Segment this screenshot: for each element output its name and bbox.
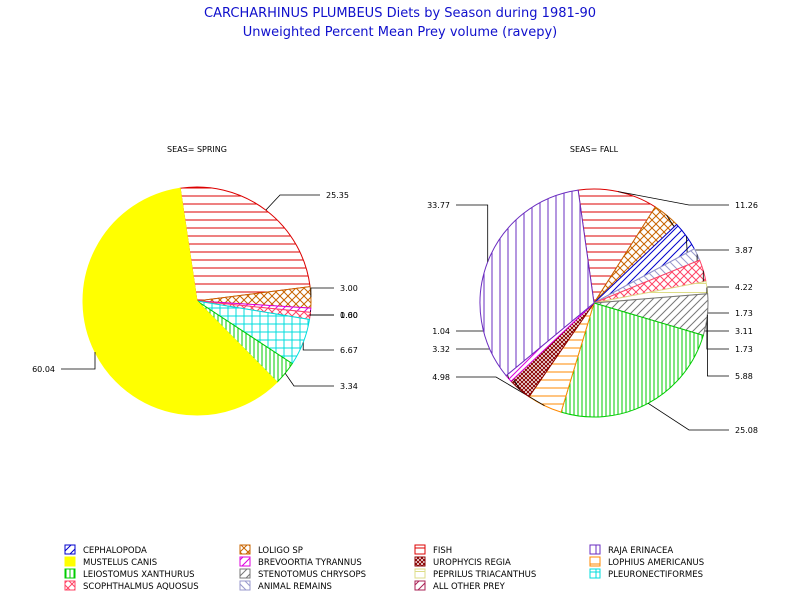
slice-value-label: 1.04 — [432, 327, 450, 336]
leader-line — [456, 204, 489, 262]
pie-title: SEAS= FALL — [570, 145, 619, 154]
legend-label: STENOTOMUS CHRYSOPS — [258, 570, 366, 580]
legend-item-leiostomus-xanthurus: LEIOSTOMUS XANTHURUS — [64, 568, 195, 580]
slice-value-label: 5.88 — [735, 372, 753, 381]
legend-label: LEIOSTOMUS XANTHURUS — [83, 570, 195, 580]
pie-chart-seas-fall: SEAS= FALL 11.26 3.87 4.22 1.73 3.11 1.73 5.88 2… — [427, 145, 758, 435]
slice-value-label: 25.35 — [326, 191, 349, 200]
pie-slice-mustelus-canis — [82, 187, 278, 416]
slice-value-label: 6.67 — [340, 346, 358, 355]
legend-label: BREVOORTIA TYRANNUS — [258, 558, 362, 568]
legend-swatch — [64, 580, 76, 591]
leader-line — [310, 310, 334, 316]
legend-item-mustelus-canis: MUSTELUS CANIS — [64, 556, 157, 568]
legend-label: LOLIGO SP — [258, 546, 303, 556]
slice-value-label: 4.22 — [735, 283, 753, 292]
legend-item-pleuronectiformes: PLEURONECTIFORMES — [589, 568, 703, 580]
slice-value-label: 4.98 — [432, 373, 450, 382]
legend-swatch — [414, 556, 426, 567]
leader-line — [310, 287, 334, 298]
legend-swatch — [64, 556, 76, 567]
pie-title: SEAS= SPRING — [167, 145, 227, 154]
legend-label: RAJA ERINACEA — [608, 546, 673, 556]
legend-item-cephalopoda: CEPHALOPODA — [64, 544, 147, 556]
leader-line — [284, 373, 334, 387]
legend-swatch — [239, 544, 251, 555]
legend-item-all-other-prey: ALL OTHER PREY — [414, 580, 506, 592]
legend-label: FISH — [433, 546, 452, 556]
pie-charts: SEAS= SPRING 25.35 3.00 0.601.00 6.67 3.34 60.… — [32, 145, 758, 435]
leader-line — [302, 342, 334, 351]
legend-swatch — [589, 568, 601, 579]
legend-swatch — [414, 580, 426, 591]
legend-swatch — [589, 556, 601, 567]
slice-value-label: 1.00 — [340, 311, 358, 320]
leader-line — [309, 314, 334, 316]
legend-label: UROPHYCIS REGIA — [433, 558, 511, 568]
leader-line — [61, 352, 96, 370]
legend-item-urophycis-regia: UROPHYCIS REGIA — [414, 556, 511, 568]
slice-value-label: 3.00 — [340, 284, 358, 293]
pie-slice-fish — [179, 186, 311, 302]
legend-label: PEPRILUS TRIACANTHUS — [433, 570, 536, 580]
legend-item-brevoortia-tyrannus: BREVOORTIA TYRANNUS — [239, 556, 362, 568]
legend-item-animal-remains: ANIMAL REMAINS — [239, 580, 332, 592]
legend-swatch — [239, 556, 251, 567]
leader-line — [706, 287, 729, 350]
slice-value-label: 25.08 — [735, 426, 758, 435]
leader-line — [618, 191, 729, 206]
legend-label: ALL OTHER PREY — [433, 582, 506, 592]
slice-value-label: 3.32 — [432, 345, 450, 354]
leader-line — [647, 402, 729, 431]
slice-value-label: 3.34 — [340, 382, 358, 391]
leader-line — [707, 314, 729, 377]
legend-swatch — [64, 568, 76, 579]
slice-value-label: 3.87 — [735, 246, 753, 255]
legend: CEPHALOPODA LOLIGO SP FISH RAJA ERINACEA MUS… — [64, 544, 704, 592]
legend-label: PLEURONECTIFORMES — [608, 570, 703, 580]
legend-swatch — [414, 568, 426, 579]
legend-item-loligo-sp: LOLIGO SP — [239, 544, 303, 556]
leader-line — [265, 194, 320, 211]
slice-value-label: 11.26 — [735, 201, 758, 210]
legend-swatch — [239, 580, 251, 591]
legend-item-peprilus-triacanthus: PEPRILUS TRIACANTHUS — [414, 568, 536, 580]
slice-value-label: 1.73 — [735, 345, 753, 354]
pie-chart-seas-spring: SEAS= SPRING 25.35 3.00 0.601.00 6.67 3.34 60.… — [32, 145, 358, 416]
chart-title: CARCHARHINUS PLUMBEUS Diets by Season du… — [204, 6, 596, 21]
legend-item-raja-erinacea: RAJA ERINACEA — [589, 544, 673, 556]
legend-label: ANIMAL REMAINS — [258, 582, 332, 592]
legend-swatch — [589, 544, 601, 555]
slice-value-label: 33.77 — [427, 201, 450, 210]
legend-label: CEPHALOPODA — [83, 546, 147, 556]
legend-item-fish: FISH — [414, 544, 452, 556]
slice-value-label: 3.11 — [735, 327, 753, 336]
slice-value-label: 1.73 — [735, 309, 753, 318]
legend-item-stenotomus-chrysops: STENOTOMUS CHRYSOPS — [239, 568, 366, 580]
legend-swatch — [64, 544, 76, 555]
legend-label: LOPHIUS AMERICANUS — [608, 558, 704, 568]
legend-item-lophius-americanus: LOPHIUS AMERICANUS — [589, 556, 704, 568]
legend-label: SCOPHTHALMUS AQUOSUS — [83, 582, 199, 592]
legend-swatch — [239, 568, 251, 579]
slice-value-label: 60.04 — [32, 365, 55, 374]
chart-subtitle: Unweighted Percent Mean Prey volume (rav… — [243, 25, 557, 40]
slice-value-label: 0.60 — [340, 311, 358, 320]
pie-slice-leiostomus-xanthurus — [560, 302, 704, 418]
legend-item-scophthalmus-aquosus: SCOPHTHALMUS AQUOSUS — [64, 580, 199, 592]
legend-swatch — [414, 544, 426, 555]
legend-label: MUSTELUS CANIS — [83, 558, 157, 568]
